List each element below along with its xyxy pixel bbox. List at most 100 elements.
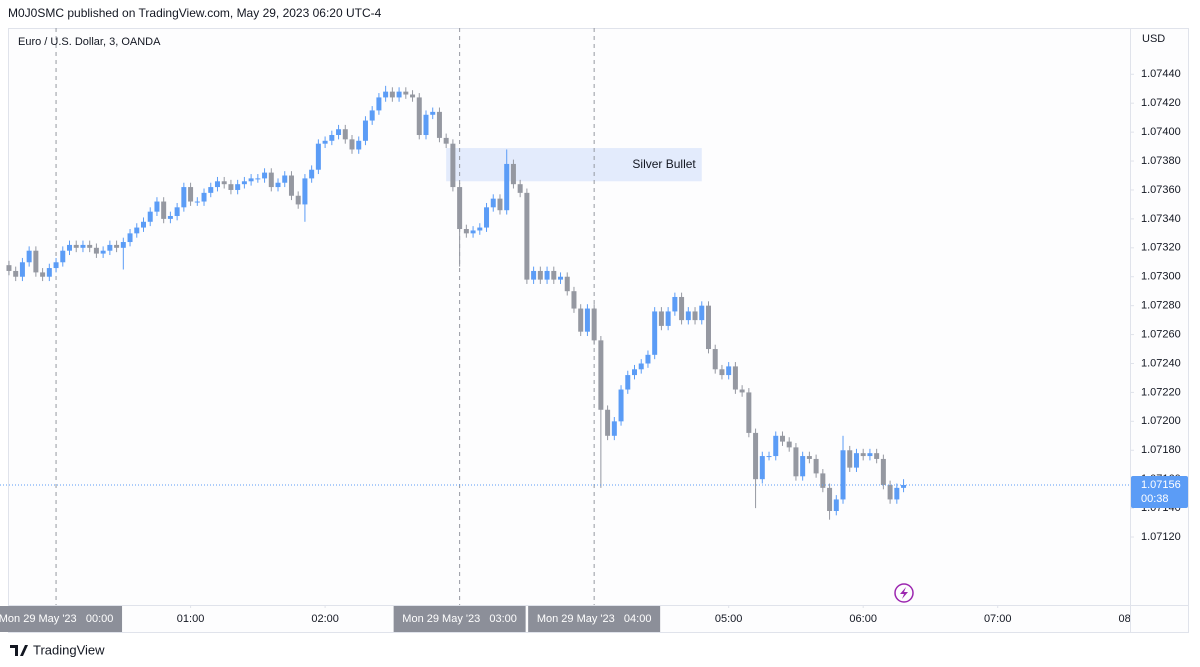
candle-body (147, 211, 153, 222)
candle-body (759, 456, 765, 480)
candle-body (705, 305, 711, 350)
candle-body (692, 311, 698, 321)
candle-body (840, 450, 846, 500)
candle-body (484, 207, 490, 228)
candle-body (329, 135, 335, 141)
candle-body (847, 450, 853, 468)
candle-body (430, 111, 436, 115)
last-price-label: 1.07156 (1141, 479, 1181, 491)
candle-body (87, 244, 93, 248)
candle-body (127, 233, 133, 243)
candle-body (342, 129, 348, 140)
symbol-label[interactable]: Euro / U.S. Dollar, 3, OANDA (18, 36, 161, 48)
x-tick-label: 08:00 (1118, 613, 1146, 625)
candle-body (181, 187, 187, 208)
candle-body (282, 175, 288, 183)
candle-body (19, 262, 25, 277)
candle-body (833, 499, 839, 512)
candle-body (262, 172, 268, 179)
candle-body (40, 272, 46, 277)
y-tick-label: 1.07260 (1141, 328, 1181, 340)
candle-body (248, 178, 254, 182)
x-tick-label: 05:00 (715, 613, 743, 625)
candle-body (362, 120, 368, 141)
candle-body (268, 172, 274, 188)
candle-body (719, 369, 725, 376)
candle-body (726, 366, 732, 376)
time-marker-box (393, 606, 526, 632)
candle-body (618, 389, 624, 422)
candle-body (490, 198, 496, 208)
candle-body (60, 250, 66, 263)
candle-body (611, 421, 617, 436)
y-tick-label: 1.07280 (1141, 300, 1181, 312)
candle-body (67, 244, 73, 251)
candle-body (457, 187, 463, 230)
candle-body (544, 270, 550, 280)
alert-bolt[interactable] (900, 587, 908, 599)
candle-body (537, 270, 543, 280)
candle-body (880, 458, 886, 485)
chart-frame (8, 28, 1189, 633)
y-tick-label: 1.07320 (1141, 242, 1181, 254)
alert-circle[interactable] (894, 583, 914, 603)
candle-body (436, 111, 442, 138)
candle-body (786, 441, 792, 448)
x-tick-label: 06:00 (849, 613, 877, 625)
y-tick-label: 1.07400 (1141, 126, 1181, 138)
zone-label: Silver Bullet (632, 157, 696, 171)
candle-body (221, 181, 227, 185)
candle-body (322, 140, 328, 144)
candle-body (867, 453, 873, 457)
candle-body (93, 247, 99, 254)
candle-body (901, 484, 907, 488)
time-marker-box (528, 606, 661, 632)
candle-body (46, 268, 52, 277)
candle-body (356, 140, 362, 150)
candle-body (336, 129, 342, 136)
candle-body (558, 276, 564, 280)
y-tick-label: 1.07200 (1141, 415, 1181, 427)
y-tick-label: 1.07220 (1141, 386, 1181, 398)
candle-body (73, 244, 79, 248)
candle-body (315, 143, 321, 170)
candle-body (100, 250, 106, 254)
countdown-label: 00:38 (1141, 493, 1169, 505)
candle-body (853, 453, 859, 468)
candle-body (860, 453, 866, 457)
time-marker-label: Mon 29 May '23 04:00 (537, 613, 652, 625)
candle-body (288, 175, 294, 196)
candle-body (201, 192, 207, 202)
footer-brand: TradingView (33, 642, 105, 657)
candle-body (894, 487, 900, 500)
candle-body (773, 435, 779, 457)
candle-body (228, 184, 234, 190)
candle-body (161, 201, 167, 219)
candle-body (584, 308, 590, 332)
candle-body (800, 456, 806, 477)
candle-body (887, 484, 893, 500)
candle-body (470, 230, 476, 234)
candle-body (598, 340, 604, 410)
time-marker-label: Mon 29 May '23 00:00 (0, 613, 113, 625)
candle-body (510, 163, 516, 185)
y-tick-label: 1.07440 (1141, 68, 1181, 80)
time-axis: 01:00 02:00 05:00 06:00 07:00 08:00 Mon 29 May… (0, 605, 1146, 632)
candle-body (779, 435, 785, 442)
candle-body (114, 244, 120, 248)
candle-body (174, 207, 180, 216)
candle-body (658, 311, 664, 326)
candle-body (531, 270, 537, 280)
candle-body (813, 458, 819, 474)
candle-body (753, 432, 759, 480)
candle-body (423, 114, 429, 136)
candle-body (416, 97, 422, 136)
candle-body (739, 389, 745, 393)
y-tick-label: 1.07240 (1141, 357, 1181, 369)
y-tick-label: 1.07340 (1141, 213, 1181, 225)
candle-body (625, 375, 631, 390)
candle-body (699, 305, 705, 321)
candle-body (571, 291, 577, 309)
alert-icon[interactable] (894, 583, 914, 603)
